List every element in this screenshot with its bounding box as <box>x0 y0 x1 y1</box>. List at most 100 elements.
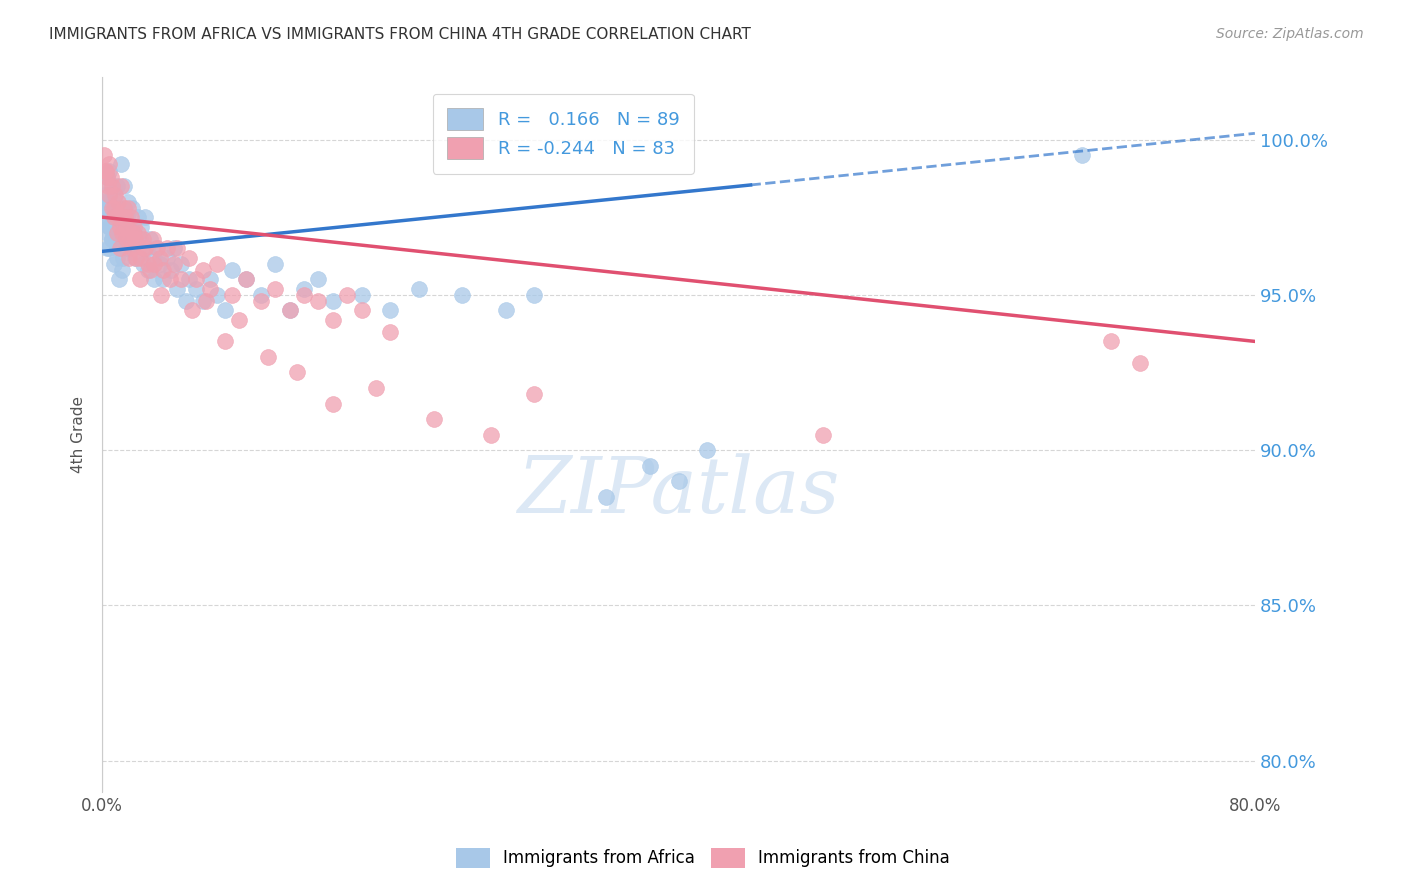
Point <box>336 288 359 302</box>
Point <box>121 241 143 255</box>
Point <box>668 474 690 488</box>
Point <box>595 490 617 504</box>
Point <box>264 282 287 296</box>
Point <box>292 282 315 296</box>
Point <box>96 169 118 184</box>
Point <box>93 148 115 162</box>
Point <box>523 288 546 302</box>
Point <box>156 241 179 255</box>
Point <box>96 241 118 255</box>
Point <box>131 232 153 246</box>
Point <box>122 226 145 240</box>
Point <box>110 241 132 255</box>
Point <box>134 210 156 224</box>
Point <box>125 251 148 265</box>
Point <box>156 251 179 265</box>
Point <box>264 257 287 271</box>
Point <box>143 257 166 271</box>
Point <box>100 201 122 215</box>
Point <box>257 350 280 364</box>
Point <box>110 157 132 171</box>
Point <box>479 427 502 442</box>
Point <box>221 288 243 302</box>
Point <box>177 251 200 265</box>
Point <box>285 366 308 380</box>
Point <box>114 210 136 224</box>
Point <box>115 219 138 234</box>
Point <box>120 210 142 224</box>
Point <box>93 194 115 209</box>
Point <box>278 303 301 318</box>
Point <box>97 194 120 209</box>
Point <box>112 210 135 224</box>
Point <box>150 288 173 302</box>
Point <box>200 282 222 296</box>
Point <box>122 219 145 234</box>
Point <box>191 293 214 308</box>
Point <box>249 293 271 308</box>
Point <box>149 251 172 265</box>
Point <box>696 443 718 458</box>
Point <box>115 232 138 246</box>
Point <box>93 201 115 215</box>
Point <box>101 210 124 224</box>
Point <box>117 194 139 209</box>
Point <box>101 179 124 194</box>
Point <box>135 241 157 255</box>
Point <box>307 272 329 286</box>
Point <box>142 232 165 246</box>
Point <box>200 272 222 286</box>
Point <box>139 263 162 277</box>
Point <box>107 201 129 215</box>
Point <box>104 226 127 240</box>
Point <box>166 241 188 255</box>
Point <box>110 219 132 234</box>
Point <box>96 169 118 184</box>
Point <box>184 282 207 296</box>
Legend: Immigrants from Africa, Immigrants from China: Immigrants from Africa, Immigrants from … <box>450 841 956 875</box>
Point <box>139 232 162 246</box>
Point <box>103 257 125 271</box>
Point <box>160 263 183 277</box>
Point <box>118 219 141 234</box>
Point <box>322 396 344 410</box>
Point <box>108 226 131 240</box>
Point <box>118 251 141 265</box>
Point <box>142 251 165 265</box>
Point <box>98 219 121 234</box>
Point <box>292 288 315 302</box>
Point <box>120 241 142 255</box>
Point <box>114 210 136 224</box>
Point <box>163 257 186 271</box>
Point <box>127 226 149 240</box>
Point <box>134 241 156 255</box>
Point <box>214 303 236 318</box>
Point <box>146 241 169 255</box>
Point <box>105 226 128 240</box>
Point <box>124 232 146 246</box>
Point <box>107 272 129 286</box>
Point <box>103 210 125 224</box>
Point <box>104 226 127 240</box>
Point <box>249 288 271 302</box>
Point <box>350 303 373 318</box>
Point <box>1071 148 1094 162</box>
Point <box>143 272 166 286</box>
Point <box>163 241 186 255</box>
Point <box>111 232 134 246</box>
Point <box>127 210 149 224</box>
Point <box>96 226 118 240</box>
Point <box>322 293 344 308</box>
Point <box>107 194 129 209</box>
Point <box>422 412 444 426</box>
Point <box>523 387 546 401</box>
Point <box>110 179 132 194</box>
Point <box>235 272 257 286</box>
Point <box>97 188 120 202</box>
Point <box>111 263 134 277</box>
Point <box>103 201 125 215</box>
Point <box>105 251 128 265</box>
Point <box>112 226 135 240</box>
Point <box>380 303 402 318</box>
Point <box>129 272 152 286</box>
